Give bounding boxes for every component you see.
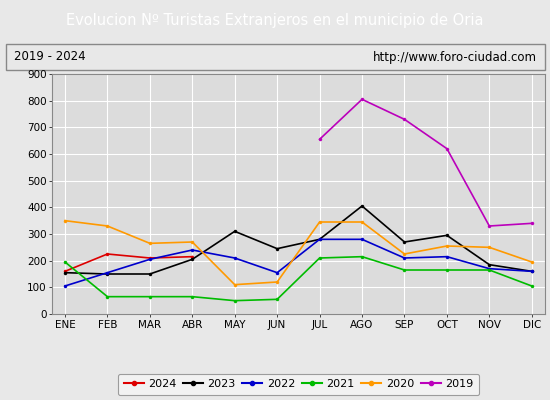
Text: 2019 - 2024: 2019 - 2024: [14, 50, 85, 64]
Text: http://www.foro-ciudad.com: http://www.foro-ciudad.com: [372, 50, 536, 64]
Text: Evolucion Nº Turistas Extranjeros en el municipio de Oria: Evolucion Nº Turistas Extranjeros en el …: [66, 14, 484, 28]
Legend: 2024, 2023, 2022, 2021, 2020, 2019: 2024, 2023, 2022, 2021, 2020, 2019: [118, 374, 479, 395]
